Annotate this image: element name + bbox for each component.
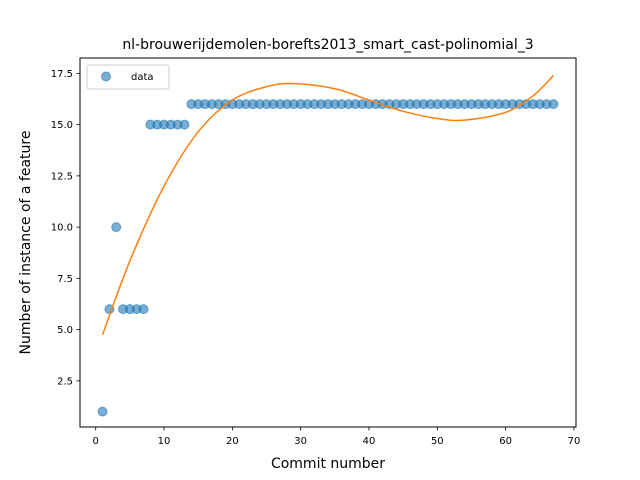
- legend: data: [86, 64, 170, 90]
- x-tick-label: 40: [363, 436, 376, 447]
- data-point: [138, 304, 149, 315]
- legend-marker-data: [101, 71, 111, 82]
- y-tick-label: 15.0: [51, 120, 73, 131]
- y-axis-label: Number of instance of a feature: [18, 131, 34, 355]
- data-point: [111, 222, 122, 233]
- chart-title: nl-brouwerijdemolen-borefts2013_smart_ca…: [122, 37, 533, 53]
- y-tick-label: 5.0: [57, 325, 73, 336]
- plot-area: [97, 74, 559, 417]
- x-tick-label: 0: [93, 436, 99, 447]
- data-point: [548, 99, 559, 110]
- axes-frame: [79, 57, 577, 428]
- y-tick-label: 17.5: [51, 69, 73, 80]
- x-tick-label: 70: [568, 436, 581, 447]
- x-axis: 0 10 20 30 40 50 60 70: [93, 427, 581, 447]
- y-axis: 2.5 5.0 7.5 10.0 12.5 15.0 17.5: [51, 69, 80, 387]
- x-tick-label: 30: [294, 436, 307, 447]
- y-tick-label: 10.0: [51, 223, 73, 234]
- x-tick-label: 50: [431, 436, 444, 447]
- fit-curve: [101, 74, 554, 336]
- legend-label-data: data: [131, 72, 154, 83]
- legend-box: [86, 64, 170, 90]
- y-tick-label: 7.5: [57, 274, 73, 285]
- y-tick-label: 12.5: [51, 171, 73, 182]
- x-tick-label: 20: [226, 436, 239, 447]
- x-tick-label: 10: [158, 436, 171, 447]
- y-tick-label: 2.5: [57, 376, 73, 387]
- data-point: [179, 119, 190, 130]
- x-axis-label: Commit number: [271, 456, 385, 472]
- x-tick-label: 60: [499, 436, 512, 447]
- data-point: [97, 406, 108, 417]
